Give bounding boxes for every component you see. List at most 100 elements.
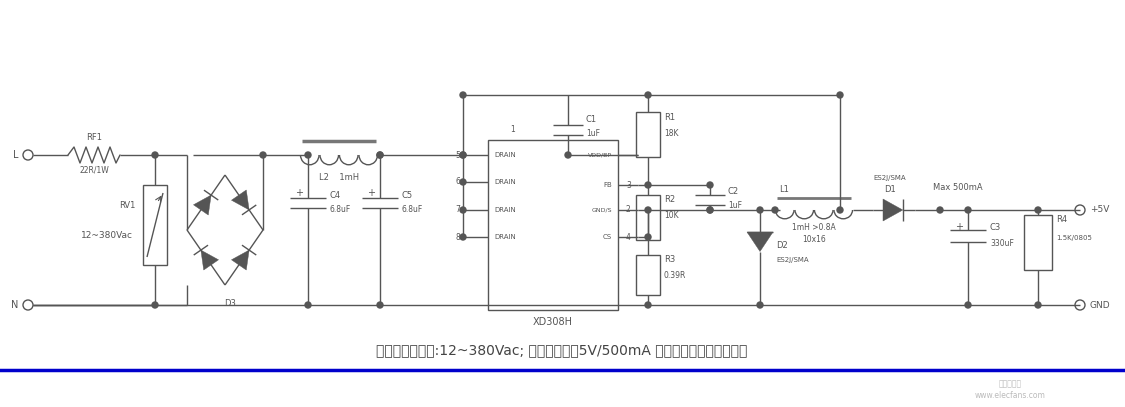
Circle shape	[460, 207, 466, 213]
Text: FB: FB	[603, 182, 612, 188]
Circle shape	[706, 207, 713, 213]
Text: D3: D3	[224, 298, 236, 308]
Bar	[1024, 215, 1052, 270]
Circle shape	[937, 207, 943, 213]
Circle shape	[460, 152, 466, 158]
Text: 电子发烧友
www.elecfans.com: 电子发烧友 www.elecfans.com	[974, 380, 1045, 400]
Text: 4: 4	[626, 232, 631, 241]
Circle shape	[305, 302, 310, 308]
Circle shape	[377, 152, 382, 158]
Text: +: +	[955, 222, 963, 232]
Text: +: +	[295, 188, 303, 198]
Circle shape	[460, 92, 466, 98]
Text: D2: D2	[776, 241, 787, 249]
Text: RV1: RV1	[118, 201, 135, 210]
Text: C5: C5	[402, 192, 413, 201]
Bar	[143, 185, 166, 265]
Text: DRAIN: DRAIN	[494, 179, 515, 185]
Text: 6: 6	[456, 177, 460, 186]
Circle shape	[305, 152, 310, 158]
Circle shape	[377, 152, 382, 158]
Circle shape	[460, 234, 466, 240]
Circle shape	[645, 182, 651, 188]
Circle shape	[645, 302, 651, 308]
Circle shape	[645, 92, 651, 98]
Text: RF1: RF1	[86, 133, 102, 142]
Text: +5V: +5V	[1090, 206, 1109, 214]
Text: GND/S: GND/S	[592, 208, 612, 212]
Text: C1: C1	[586, 116, 597, 125]
Circle shape	[565, 152, 572, 158]
Text: GND: GND	[1090, 300, 1110, 309]
Text: 18K: 18K	[664, 129, 678, 138]
Text: 330uF: 330uF	[990, 239, 1014, 247]
Polygon shape	[747, 232, 773, 252]
Text: CS: CS	[603, 234, 612, 240]
Circle shape	[152, 302, 158, 308]
Text: VDD/BP: VDD/BP	[588, 153, 612, 158]
Text: R1: R1	[664, 114, 675, 123]
Circle shape	[772, 207, 778, 213]
Text: N: N	[10, 300, 18, 310]
Text: L2    1mH: L2 1mH	[319, 173, 359, 182]
Text: R4: R4	[1056, 215, 1068, 225]
Text: 宽电压交流输入:12~380Vac; 直流稳压输出5V/500mA 的非隔离电源电路原理图: 宽电压交流输入:12~380Vac; 直流稳压输出5V/500mA 的非隔离电源…	[376, 343, 748, 357]
Text: R3: R3	[664, 256, 675, 265]
Text: 1.5K/0805: 1.5K/0805	[1056, 235, 1092, 241]
Text: C4: C4	[330, 192, 341, 201]
Text: C2: C2	[728, 188, 739, 197]
Text: DRAIN: DRAIN	[494, 207, 515, 213]
Text: 2: 2	[626, 206, 631, 214]
Circle shape	[460, 179, 466, 185]
Bar	[488, 140, 618, 310]
Text: 5: 5	[456, 151, 460, 160]
Text: 6.8uF: 6.8uF	[402, 206, 423, 214]
Text: 10x16: 10x16	[802, 236, 826, 245]
Circle shape	[837, 92, 843, 98]
Polygon shape	[193, 195, 212, 215]
Text: 1: 1	[511, 125, 515, 134]
Text: D1: D1	[884, 186, 896, 195]
Text: 8: 8	[456, 232, 460, 241]
Circle shape	[757, 207, 763, 213]
Circle shape	[377, 302, 382, 308]
Text: C3: C3	[990, 223, 1001, 232]
Circle shape	[837, 207, 843, 213]
Polygon shape	[232, 250, 249, 270]
Text: Max 500mA: Max 500mA	[934, 184, 983, 193]
Text: L1: L1	[778, 186, 789, 195]
Text: 1uF: 1uF	[728, 201, 742, 210]
Text: ES2J/SMA: ES2J/SMA	[874, 175, 907, 181]
Text: 0.39R: 0.39R	[664, 271, 686, 280]
Polygon shape	[883, 199, 902, 221]
Text: 3: 3	[626, 180, 631, 190]
Text: 12~380Vac: 12~380Vac	[81, 230, 133, 239]
Text: +: +	[367, 188, 375, 198]
Circle shape	[645, 207, 651, 213]
Circle shape	[152, 152, 158, 158]
Text: ES2J/SMA: ES2J/SMA	[776, 257, 809, 263]
Circle shape	[757, 302, 763, 308]
Text: L: L	[12, 150, 18, 160]
Text: R2: R2	[664, 195, 675, 204]
Text: XD308H: XD308H	[533, 317, 573, 327]
Circle shape	[1035, 302, 1041, 308]
Circle shape	[645, 234, 651, 240]
Bar	[636, 112, 660, 157]
Text: 10K: 10K	[664, 212, 678, 221]
Circle shape	[706, 182, 713, 188]
Circle shape	[965, 302, 971, 308]
Text: 7: 7	[456, 206, 460, 214]
Text: DRAIN: DRAIN	[494, 234, 515, 240]
Circle shape	[706, 207, 713, 213]
Bar	[636, 195, 660, 240]
Circle shape	[460, 152, 466, 158]
Text: 1mH >0.8A: 1mH >0.8A	[792, 223, 836, 232]
Circle shape	[1035, 207, 1041, 213]
Bar	[636, 255, 660, 295]
Circle shape	[260, 152, 266, 158]
Text: 6.8uF: 6.8uF	[330, 206, 351, 214]
Text: DRAIN: DRAIN	[494, 152, 515, 158]
Polygon shape	[232, 190, 249, 210]
Text: 22R/1W: 22R/1W	[79, 166, 109, 175]
